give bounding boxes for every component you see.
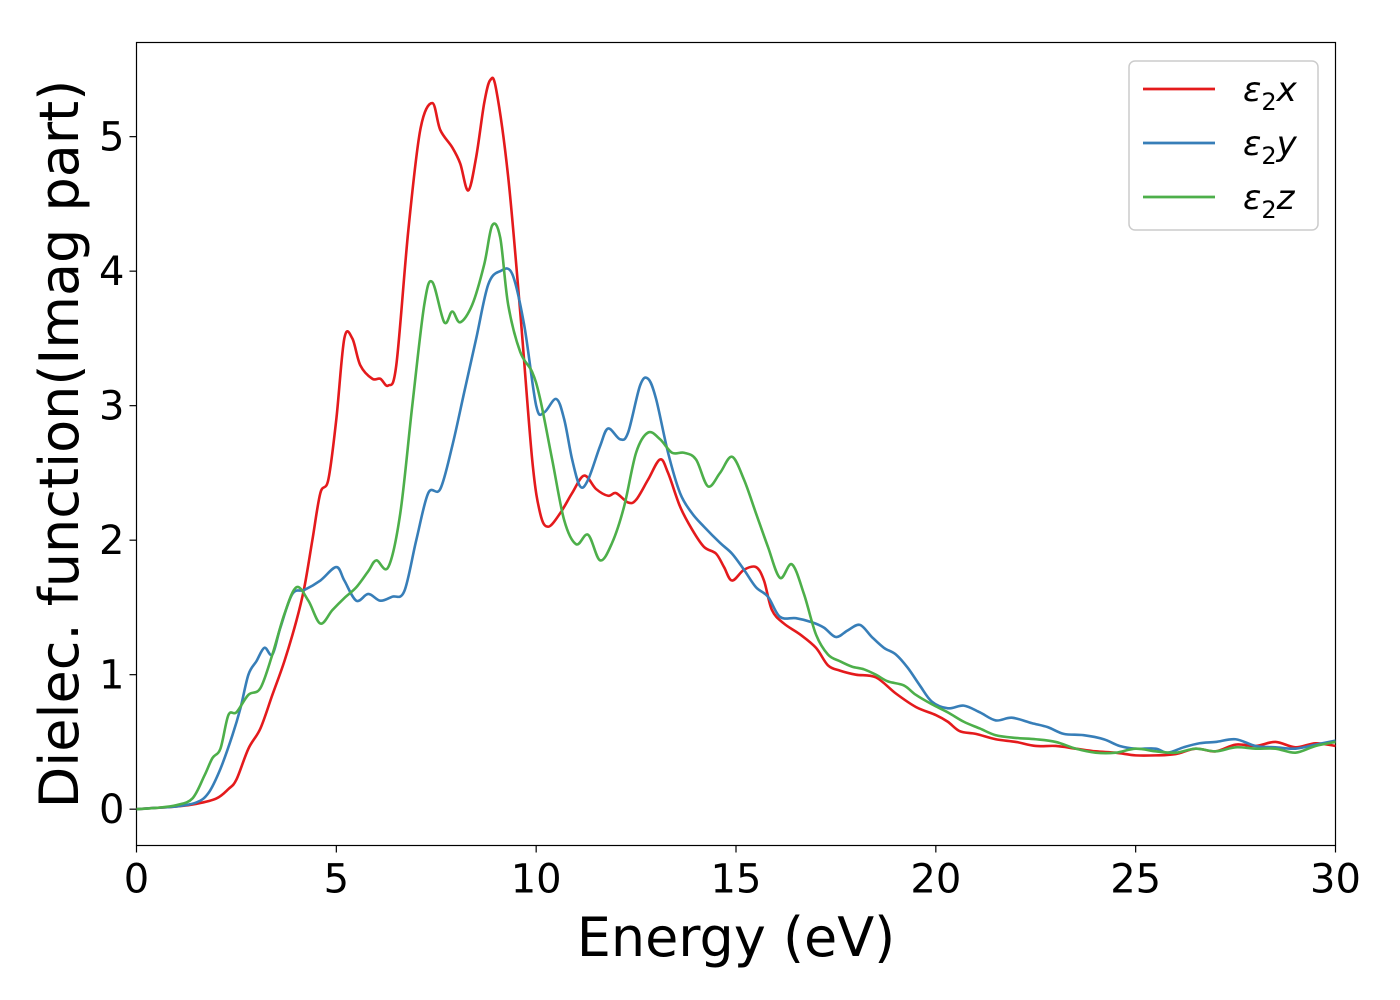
legend-item: ε2z <box>1143 178 1296 224</box>
y-tick-label: 3 <box>99 384 124 430</box>
x-tick-label: 15 <box>711 857 762 903</box>
x-tick-label: 5 <box>324 857 349 903</box>
series-line-e2x <box>136 76 1336 811</box>
x-axis-label: Energy (eV) <box>577 906 896 969</box>
legend: ε2x ε2y ε2z <box>1128 60 1319 231</box>
series-line-e2y <box>136 267 1336 811</box>
y-tick-label: 5 <box>99 115 124 161</box>
y-tick-label: 4 <box>99 249 124 295</box>
legend-label: ε2z <box>1243 178 1296 224</box>
legend-label: ε2y <box>1243 124 1298 170</box>
x-axis: 0 5 10 15 20 25 30 <box>124 845 1361 903</box>
y-axis: 0 1 2 3 4 5 <box>99 115 137 833</box>
legend-box <box>1128 60 1319 231</box>
series-line-e2z <box>136 222 1336 811</box>
legend-items: ε2x ε2y ε2z <box>1143 70 1298 224</box>
x-tick-label: 10 <box>511 857 562 903</box>
y-tick-label: 1 <box>99 653 124 699</box>
series-layer <box>136 76 1336 811</box>
x-tick-label: 0 <box>124 857 149 903</box>
legend-item: ε2x <box>1143 70 1298 116</box>
y-tick-label: 2 <box>99 518 124 564</box>
y-axis-label: Dielec. function(Imag part) <box>28 80 91 809</box>
legend-label: ε2x <box>1243 70 1298 116</box>
x-tick-label: 20 <box>910 857 961 903</box>
x-tick-label: 30 <box>1310 857 1361 903</box>
x-tick-label: 25 <box>1110 857 1161 903</box>
y-tick-label: 0 <box>99 787 124 833</box>
legend-item: ε2y <box>1143 124 1298 170</box>
